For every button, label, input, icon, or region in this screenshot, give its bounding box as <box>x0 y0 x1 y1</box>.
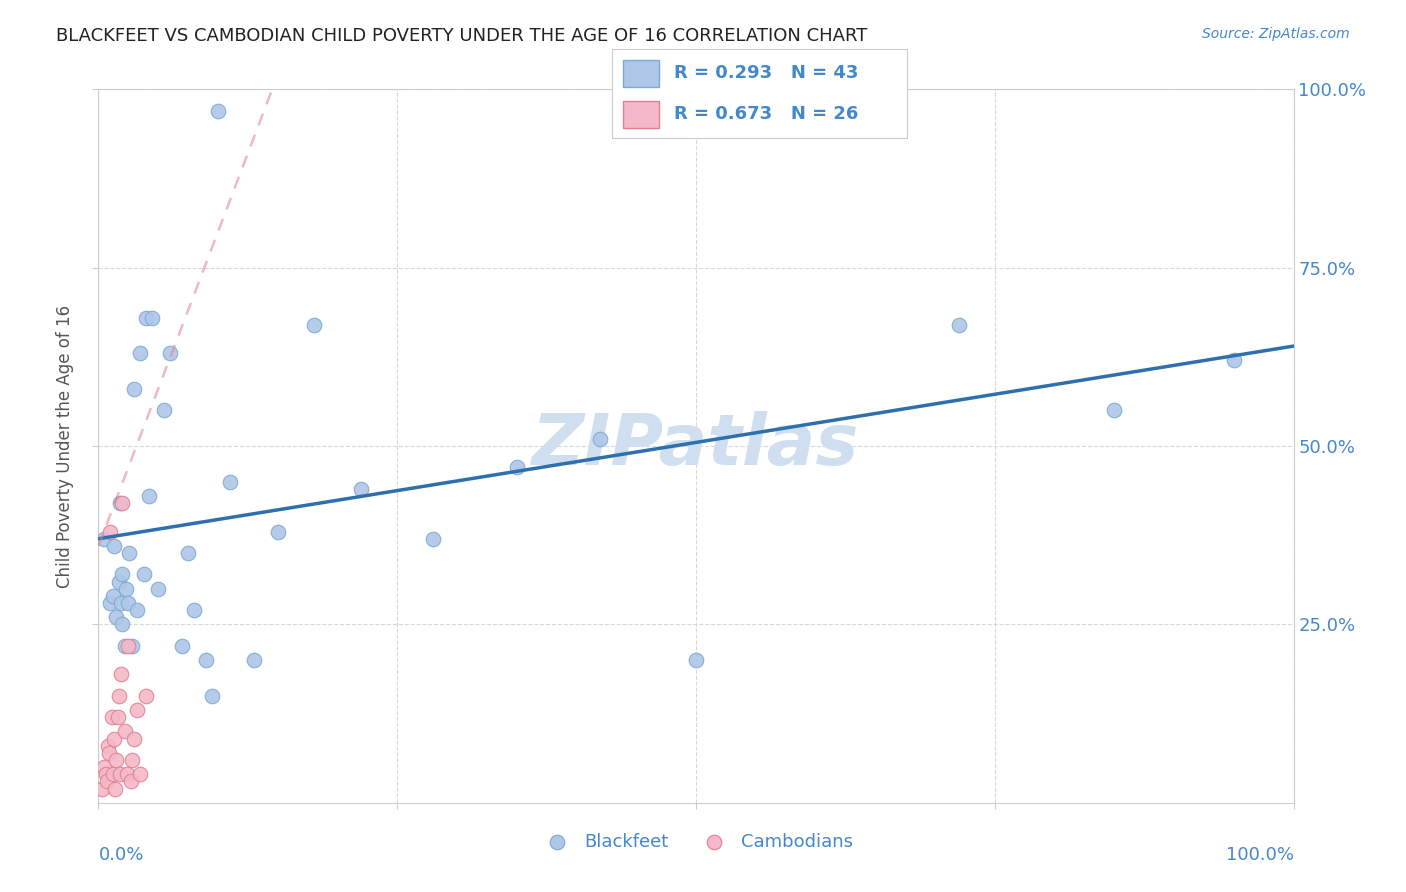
Point <box>117 596 139 610</box>
Point <box>201 689 224 703</box>
Point <box>350 482 373 496</box>
Point <box>93 760 115 774</box>
Point <box>94 767 117 781</box>
Point <box>98 524 122 539</box>
Point <box>105 610 128 624</box>
Point <box>1223 353 1246 368</box>
Text: Source: ZipAtlas.com: Source: ZipAtlas.com <box>1202 27 1350 41</box>
Point <box>111 617 134 632</box>
Point <box>219 475 242 489</box>
Legend: Blackfeet, Cambodians: Blackfeet, Cambodians <box>531 826 860 858</box>
Point <box>104 781 127 796</box>
Point <box>110 596 132 610</box>
Point <box>267 524 290 539</box>
Point <box>97 739 120 753</box>
Point <box>114 639 136 653</box>
Point <box>129 346 152 360</box>
Point <box>125 603 148 617</box>
Point <box>115 582 138 596</box>
Point <box>159 346 181 360</box>
Point <box>105 753 128 767</box>
Point <box>135 310 157 325</box>
Point <box>91 781 114 796</box>
FancyBboxPatch shape <box>623 101 659 128</box>
Point <box>1104 403 1126 417</box>
Point <box>183 603 205 617</box>
Point <box>129 767 152 781</box>
Point <box>148 582 170 596</box>
Point <box>111 496 134 510</box>
Point <box>124 382 146 396</box>
Point <box>948 318 970 332</box>
FancyBboxPatch shape <box>623 60 659 87</box>
Point <box>121 639 143 653</box>
Point <box>172 639 194 653</box>
Point <box>125 703 148 717</box>
Text: 0.0%: 0.0% <box>98 846 143 863</box>
Point <box>103 539 125 553</box>
Point <box>153 403 176 417</box>
Point <box>685 653 707 667</box>
Text: R = 0.293   N = 43: R = 0.293 N = 43 <box>673 64 858 82</box>
Point <box>107 689 129 703</box>
Text: R = 0.673   N = 26: R = 0.673 N = 26 <box>673 105 858 123</box>
Point <box>138 489 160 503</box>
Point <box>177 546 200 560</box>
Point <box>195 653 218 667</box>
Point <box>115 767 138 781</box>
Point <box>118 546 141 560</box>
Point <box>243 653 266 667</box>
Text: ZIPatlas: ZIPatlas <box>533 411 859 481</box>
Point <box>108 767 131 781</box>
Point <box>114 724 136 739</box>
Point <box>207 103 229 118</box>
Point <box>302 318 325 332</box>
Point <box>589 432 612 446</box>
Point <box>107 710 129 724</box>
Point <box>506 460 529 475</box>
Point <box>98 596 122 610</box>
Point <box>111 567 134 582</box>
Point <box>117 639 139 653</box>
Point <box>108 496 131 510</box>
Text: BLACKFEET VS CAMBODIAN CHILD POVERTY UNDER THE AGE OF 16 CORRELATION CHART: BLACKFEET VS CAMBODIAN CHILD POVERTY UND… <box>56 27 868 45</box>
Point <box>135 689 157 703</box>
Point <box>121 753 143 767</box>
Y-axis label: Child Poverty Under the Age of 16: Child Poverty Under the Age of 16 <box>56 304 75 588</box>
Point <box>107 574 129 589</box>
Point <box>100 710 122 724</box>
Point <box>101 767 124 781</box>
Point <box>93 532 115 546</box>
Point <box>96 774 118 789</box>
Point <box>120 774 142 789</box>
Text: 100.0%: 100.0% <box>1226 846 1294 863</box>
Point <box>103 731 125 746</box>
Point <box>422 532 444 546</box>
Point <box>124 731 146 746</box>
Point <box>98 746 121 760</box>
Point <box>101 589 124 603</box>
Point <box>141 310 163 325</box>
Point <box>132 567 155 582</box>
Point <box>110 667 132 681</box>
